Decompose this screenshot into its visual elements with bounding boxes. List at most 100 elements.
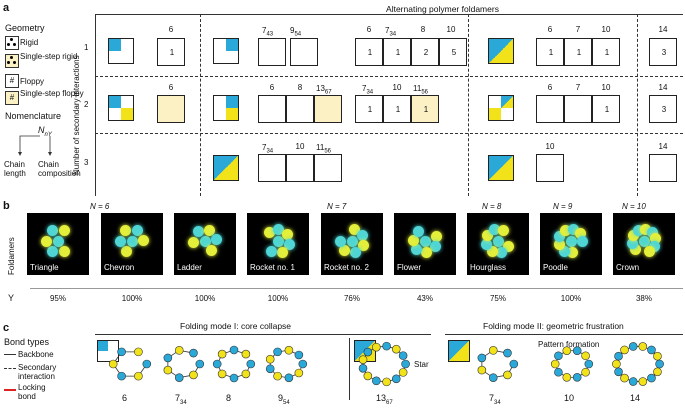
group-n10: N = 10 <box>622 202 646 211</box>
bead-node <box>401 359 410 369</box>
r1-g1-n: 6 <box>168 25 174 34</box>
bead <box>644 246 656 258</box>
bead-node <box>488 346 498 355</box>
bead-node <box>638 342 648 351</box>
r1-g5-n: 14 <box>658 25 668 34</box>
bead-node <box>628 342 638 351</box>
bead-node <box>562 346 572 355</box>
bead <box>489 223 501 235</box>
r1-g4-card-1: 1 <box>536 38 564 66</box>
group-n9: N = 9 <box>553 202 573 211</box>
nomenclature-formula: NnY <box>38 125 52 138</box>
bead <box>199 235 211 247</box>
bead-node <box>294 350 304 360</box>
star-label: Star <box>414 360 429 369</box>
r3-g2-card-1 <box>258 154 286 182</box>
r2-g2-card-3 <box>314 95 342 123</box>
chain-length-label: Chain length <box>4 160 26 178</box>
bead <box>334 235 346 247</box>
legend-floppy: Floppy <box>20 77 45 86</box>
bead <box>187 236 199 248</box>
r1-g2-n2: 954 <box>290 26 302 38</box>
micrograph-3: Ladder <box>174 213 236 275</box>
bead <box>559 224 571 236</box>
bead-node <box>562 373 572 382</box>
structure-label: 1367 <box>376 393 393 406</box>
bead-node <box>265 354 275 364</box>
bead-node <box>217 349 227 359</box>
yield-value: 100% <box>560 294 582 303</box>
floppy-icon: # <box>5 74 19 88</box>
yield-value: 100% <box>267 294 289 303</box>
bond-graph-6 <box>477 346 519 382</box>
bond-secondary-b: interaction <box>18 372 55 381</box>
bead <box>480 238 492 250</box>
r3-g2-card-2 <box>286 154 314 182</box>
yield-value: 38% <box>635 294 652 303</box>
r2-g2-n1: 6 <box>269 83 275 92</box>
bond-locking-b: bond <box>18 392 36 401</box>
bead-node <box>189 348 198 358</box>
bead <box>412 225 424 237</box>
pattern-formation-label: Pattern formation <box>538 340 600 349</box>
bead-node <box>229 345 239 355</box>
bead <box>263 227 275 239</box>
bead-node <box>554 367 563 377</box>
bead-node <box>298 359 308 369</box>
r2-g2-card-1 <box>258 95 286 123</box>
mode-1-rule <box>95 334 431 335</box>
bead-node <box>229 373 239 383</box>
bead-node <box>246 359 256 369</box>
micrograph-label: Crown <box>616 263 640 272</box>
r1-g5-card: 3 <box>649 38 677 66</box>
bead-node <box>363 371 373 381</box>
bond-backbone: Backbone <box>18 350 54 359</box>
r2-g4-n2: 7 <box>575 83 581 92</box>
legend-title: Geometry <box>5 23 45 33</box>
yield-value: 43% <box>416 294 433 303</box>
geometry-square-r1 <box>108 38 134 64</box>
panel-b-ylabel: Foldamers <box>7 237 16 275</box>
row-2-label: 2 <box>84 100 89 109</box>
bead-node <box>620 373 629 383</box>
bead <box>52 235 64 247</box>
geometry-square-r3 <box>213 155 239 181</box>
panel-a-title: Alternating polymer foldamers <box>386 4 499 14</box>
r2-g1-card <box>157 95 185 123</box>
bead <box>46 245 58 257</box>
mode-2-rule <box>445 334 683 335</box>
bond-graph-3 <box>212 345 256 383</box>
bond-locking-a: Locking <box>18 383 46 392</box>
bead <box>349 247 361 259</box>
row-3-label: 3 <box>84 158 89 167</box>
bond-graph-2 <box>163 346 205 382</box>
r1-g3-n1: 6 <box>366 25 372 34</box>
bead-node <box>117 347 126 357</box>
r2-g3-card-2: 1 <box>383 95 411 123</box>
bead-node <box>174 373 184 382</box>
bead-node <box>108 359 118 369</box>
title-rule <box>95 14 683 15</box>
bead <box>276 246 288 258</box>
r3-g5-n: 14 <box>658 142 668 151</box>
bead-node <box>382 377 391 387</box>
geometry-square-r2c <box>488 95 514 121</box>
bead-node <box>241 349 251 359</box>
bead-node <box>572 346 582 355</box>
single-step-rigid-icon <box>5 54 19 68</box>
locking-line <box>4 389 16 391</box>
bond-graph-5 <box>358 341 410 387</box>
mode-2-square <box>448 340 470 362</box>
col-divider-2 <box>468 14 469 196</box>
r2-g4-card-3: 1 <box>592 95 620 123</box>
geometry-square-r1b <box>213 38 239 64</box>
group-n6: N = 6 <box>90 202 110 211</box>
bead-node <box>117 371 126 381</box>
bond-graph-7 <box>550 346 594 382</box>
bead-node <box>358 355 368 364</box>
r2-g5-n: 14 <box>658 83 668 92</box>
bead <box>481 229 493 241</box>
bead <box>646 226 658 238</box>
yield-value: 100% <box>194 294 216 303</box>
single-step-floppy-icon: # <box>5 91 19 105</box>
